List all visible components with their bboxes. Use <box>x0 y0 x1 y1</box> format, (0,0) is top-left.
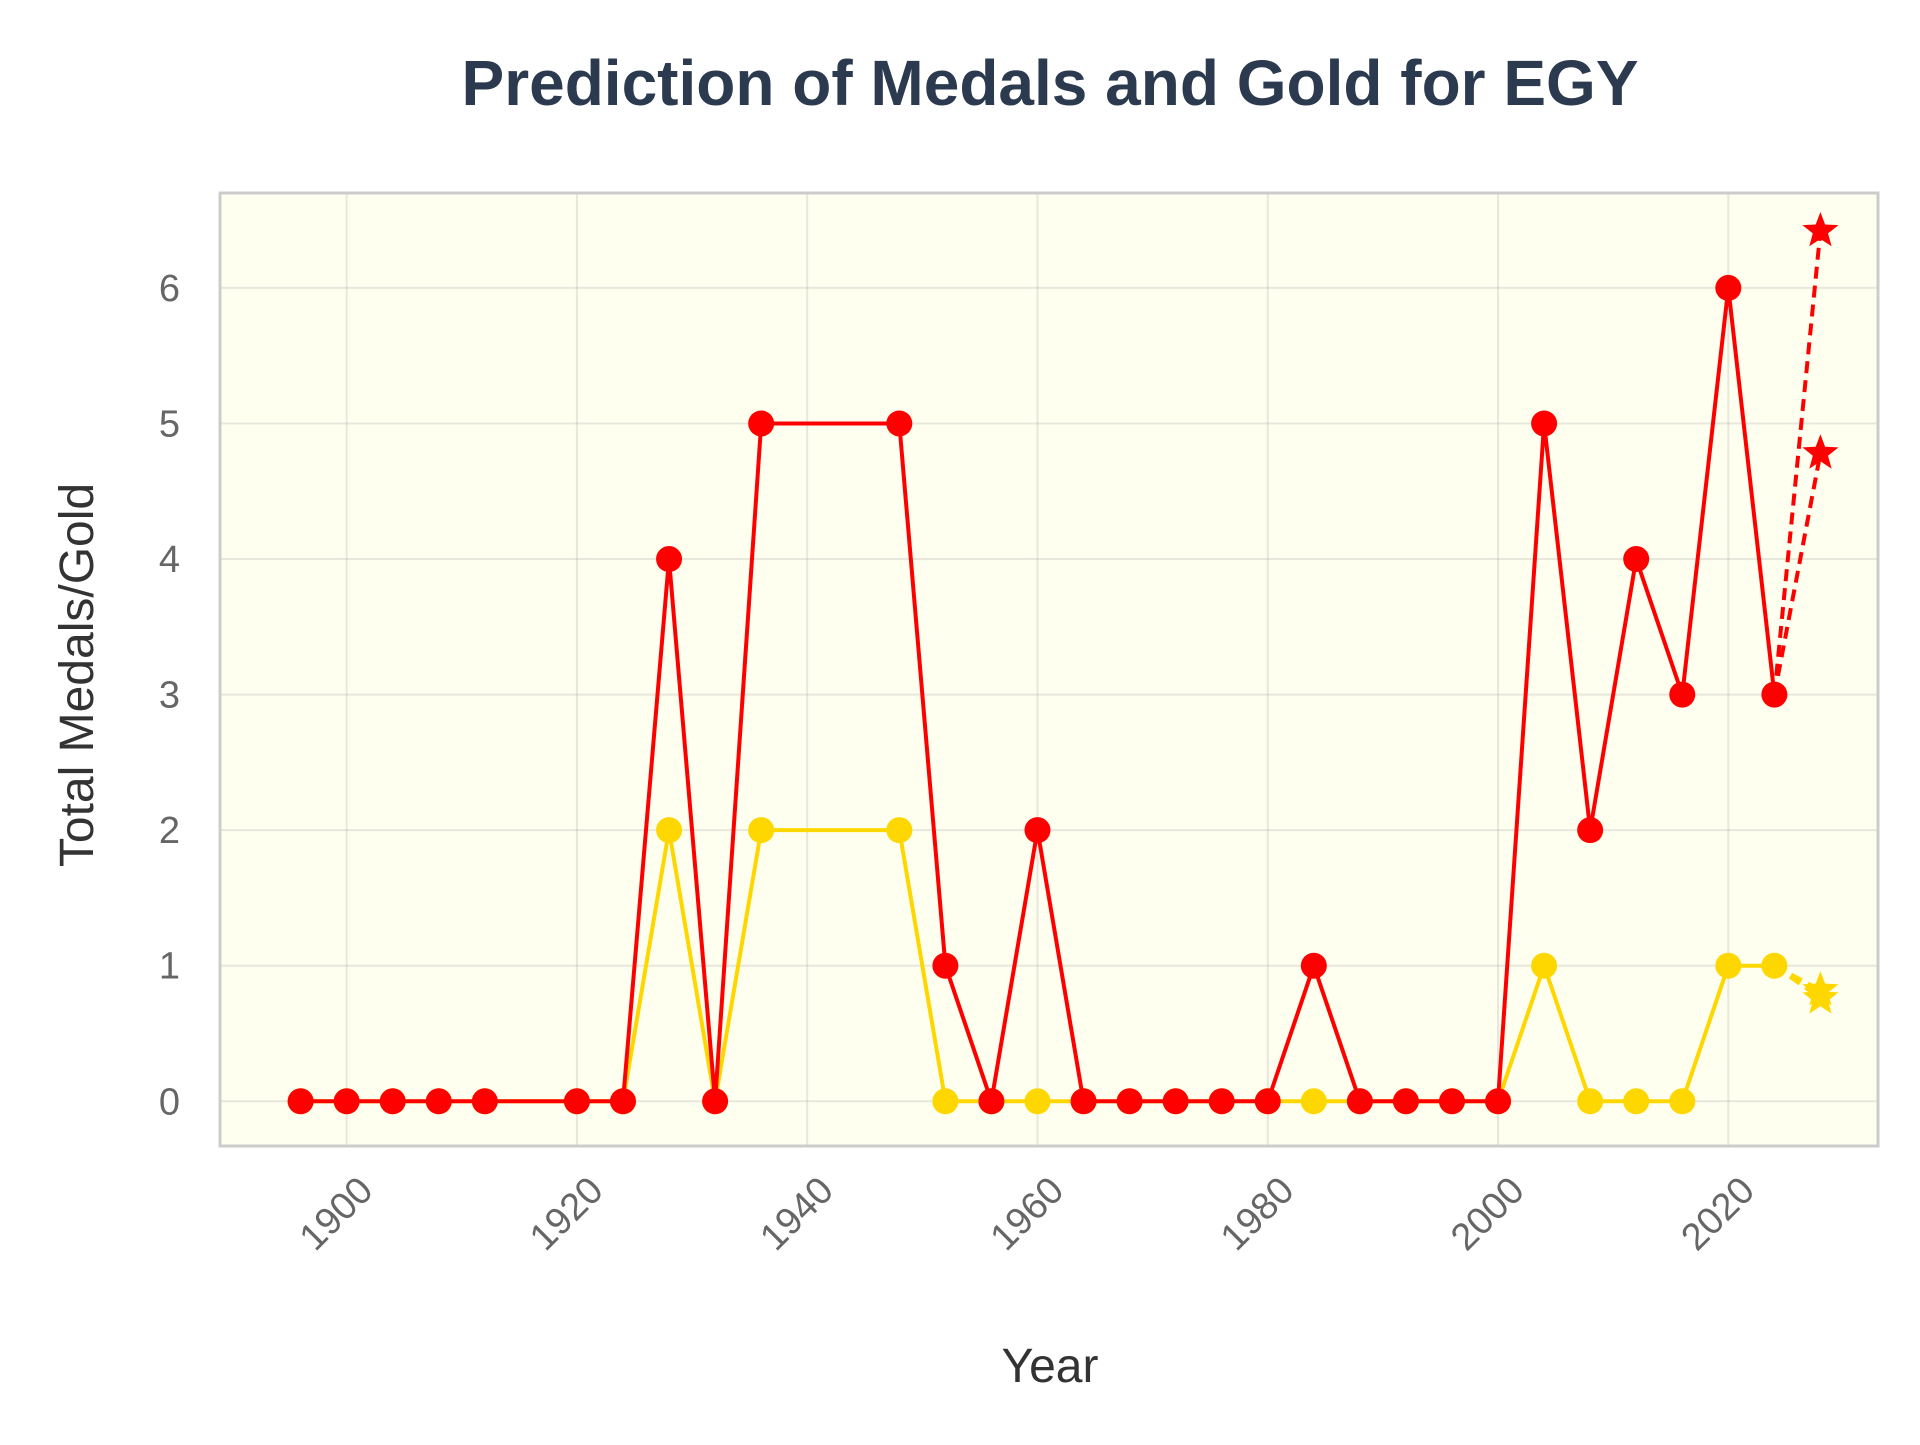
x-tick-label: 2020 <box>1673 1169 1762 1258</box>
data-point <box>1162 1088 1189 1115</box>
data-point <box>748 817 775 844</box>
x-tick-label: 2000 <box>1443 1169 1532 1258</box>
data-point <box>609 1088 636 1115</box>
data-series <box>287 274 1788 1115</box>
data-point <box>932 1088 959 1115</box>
data-point <box>1392 1088 1419 1115</box>
data-point <box>1715 952 1742 979</box>
series-line <box>1772 230 1823 695</box>
data-point <box>1623 546 1650 573</box>
data-point <box>471 1088 498 1115</box>
y-tick-label: 3 <box>159 675 180 717</box>
data-point <box>1300 1088 1327 1115</box>
data-point <box>287 1088 314 1115</box>
x-axis-label: Year <box>1002 1340 1099 1393</box>
data-point <box>1024 817 1051 844</box>
x-tick-label: 1980 <box>1213 1169 1302 1258</box>
data-point <box>1531 952 1558 979</box>
series-line <box>1772 452 1823 695</box>
data-series <box>1772 212 1839 695</box>
x-tick-label: 1940 <box>752 1169 841 1258</box>
prediction-star-marker <box>1802 979 1839 1014</box>
data-point <box>1485 1088 1512 1115</box>
data-point <box>1254 1088 1281 1115</box>
data-point <box>1623 1088 1650 1115</box>
y-tick-label: 0 <box>159 1081 180 1123</box>
y-tick-label: 6 <box>159 268 180 310</box>
data-point <box>333 1088 360 1115</box>
data-series <box>1773 964 1839 1014</box>
data-point <box>1300 952 1327 979</box>
data-point <box>379 1088 406 1115</box>
data-point <box>748 410 775 437</box>
data-point <box>1208 1088 1235 1115</box>
y-axis-label: Total Medals/Gold <box>51 483 104 867</box>
data-point <box>1531 410 1558 437</box>
data-point <box>1669 681 1696 708</box>
data-point <box>656 546 683 573</box>
data-point <box>702 1088 729 1115</box>
data-point <box>1346 1088 1373 1115</box>
data-point <box>425 1088 452 1115</box>
chart-title: Prediction of Medals and Gold for EGY <box>462 47 1639 119</box>
data-point <box>1577 1088 1604 1115</box>
y-tick-label: 4 <box>159 539 180 581</box>
plot-area <box>220 193 1878 1146</box>
data-point <box>1024 1088 1051 1115</box>
data-point <box>1715 274 1742 301</box>
data-point <box>978 1088 1005 1115</box>
y-tick-label: 1 <box>159 946 180 988</box>
data-point <box>1761 952 1788 979</box>
data-series <box>1772 434 1839 695</box>
data-point <box>886 410 913 437</box>
x-tick-label: 1960 <box>983 1169 1072 1258</box>
data-point <box>886 817 913 844</box>
series-layer <box>287 212 1839 1115</box>
plot-frame <box>218 191 1880 1148</box>
data-point <box>1577 817 1604 844</box>
series-line <box>300 285 1777 1104</box>
x-tick-label: 1900 <box>292 1169 381 1258</box>
data-point <box>1669 1088 1696 1115</box>
prediction-star-marker <box>1802 434 1839 469</box>
prediction-star-marker <box>1802 212 1839 247</box>
data-point <box>1438 1088 1465 1115</box>
data-point <box>932 952 959 979</box>
data-point <box>563 1088 590 1115</box>
y-tick-label: 2 <box>159 810 180 852</box>
data-point <box>1116 1088 1143 1115</box>
data-point <box>656 817 683 844</box>
x-tick-label: 1920 <box>522 1169 611 1258</box>
data-point <box>1070 1088 1097 1115</box>
y-tick-label: 5 <box>159 403 180 445</box>
